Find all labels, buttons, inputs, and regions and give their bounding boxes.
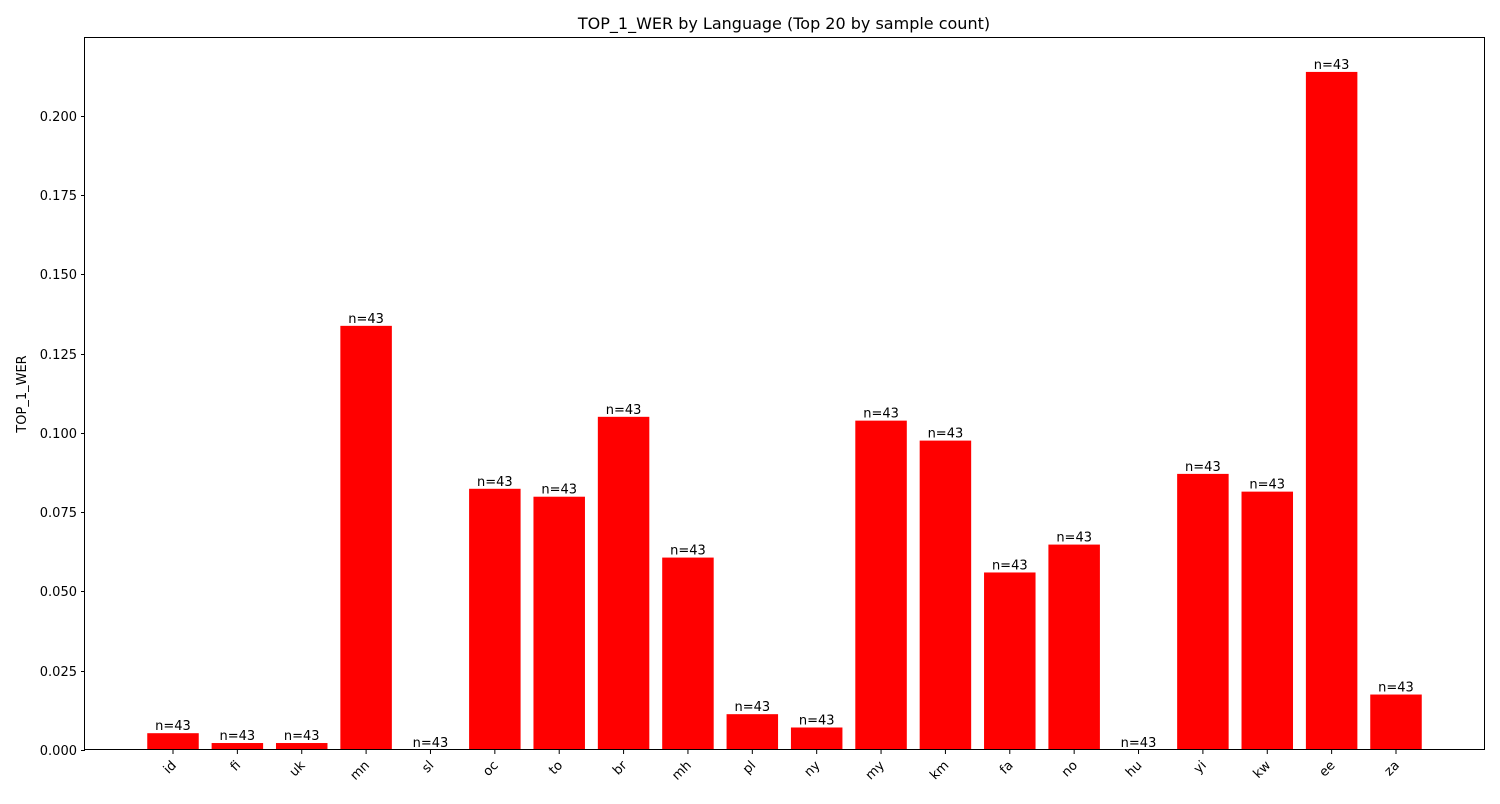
bar-label-fa: n=43	[992, 558, 1028, 573]
x-tick-label-pl: pl	[740, 758, 759, 777]
y-tick-label: 0.150	[40, 268, 77, 283]
x-axis-ticks: id fi uk mn sl oc to br mh pl ny my km fa no hu yi kw ee za	[161, 750, 1403, 784]
bar-label-sl: n=43	[413, 736, 449, 751]
bar-mh	[662, 557, 714, 750]
bar-ee	[1305, 71, 1358, 750]
bar-kw	[1241, 491, 1294, 750]
bar-label-ee: n=43	[1314, 58, 1350, 73]
x-tick-label-br: br	[610, 758, 631, 779]
bar-label-br: n=43	[606, 403, 642, 418]
bar-oc	[469, 488, 521, 750]
bar-br	[597, 416, 650, 750]
bar-fi	[211, 743, 264, 750]
y-tick-label: 0.200	[40, 110, 77, 125]
x-tick-label-my: my	[863, 758, 888, 783]
x-tick-label-to: to	[546, 758, 566, 778]
bar-label-oc: n=43	[477, 475, 513, 490]
bar-labels-group: n=43 n=43 n=43 n=43 n=43 n=43 n=43 n=43 n=43 n=43…	[155, 58, 1414, 751]
x-tick-label-fi: fi	[228, 758, 244, 774]
bar-label-mn: n=43	[348, 312, 384, 327]
y-tick-label: 0.075	[40, 506, 77, 521]
y-axis-label: TOP_1_WER	[15, 355, 30, 433]
x-tick-label-oc: oc	[480, 758, 501, 779]
bar-label-km: n=43	[928, 427, 964, 442]
bar-label-pl: n=43	[734, 700, 770, 715]
plot-frame	[84, 37, 1485, 750]
x-tick-label-mh: mh	[669, 758, 694, 783]
x-tick-label-uk: uk	[287, 758, 309, 780]
x-tick-label-ee: ee	[1317, 758, 1339, 780]
y-tick-label: 0.100	[40, 427, 77, 442]
bar-fa	[984, 572, 1036, 750]
y-tick-label: 0.050	[40, 585, 77, 600]
bar-uk	[275, 743, 328, 750]
bar-yi	[1177, 473, 1229, 750]
bar-label-hu: n=43	[1121, 736, 1157, 751]
bar-id	[147, 733, 199, 750]
bar-label-to: n=43	[541, 483, 577, 498]
bar-km	[919, 440, 972, 750]
bar-mn	[340, 325, 392, 750]
bar-no	[1048, 544, 1100, 750]
bar-label-no: n=43	[1056, 531, 1092, 546]
bar-label-fi: n=43	[220, 729, 256, 744]
bar-label-uk: n=43	[284, 729, 320, 744]
x-tick-label-no: no	[1059, 758, 1081, 780]
x-tick-label-hu: hu	[1123, 758, 1145, 780]
x-tick-label-ny: ny	[802, 758, 824, 780]
x-tick-label-za: za	[1382, 758, 1403, 779]
bar-to	[533, 496, 585, 750]
bar-label-kw: n=43	[1249, 478, 1285, 493]
bar-pl	[726, 714, 779, 750]
bar-za	[1370, 694, 1422, 750]
bar-ny	[790, 727, 843, 750]
x-tick-label-yi: yi	[1191, 758, 1210, 777]
x-tick-label-sl: sl	[419, 758, 437, 776]
bars-group	[147, 71, 1422, 750]
y-tick-label: 0.175	[40, 189, 77, 204]
x-tick-label-mn: mn	[348, 758, 373, 783]
y-tick-label: 0.000	[40, 744, 77, 759]
y-tick-label: 0.125	[40, 348, 77, 363]
x-tick-label-id: id	[161, 758, 180, 777]
bar-label-ny: n=43	[799, 713, 835, 728]
bar-my	[855, 420, 907, 750]
bar-label-yi: n=43	[1185, 460, 1221, 475]
bar-label-mh: n=43	[670, 544, 706, 559]
bar-label-id: n=43	[155, 719, 191, 734]
y-tick-label: 0.025	[40, 665, 77, 680]
bar-label-za: n=43	[1378, 681, 1414, 696]
chart-title: TOP_1_WER by Language (Top 20 by sample …	[577, 14, 990, 34]
bar-label-my: n=43	[863, 407, 899, 422]
x-tick-label-kw: kw	[1251, 758, 1275, 782]
x-tick-label-km: km	[927, 758, 952, 783]
y-axis-ticks: 0.000 0.025 0.050 0.075 0.100 0.125 0.150 0.175…	[40, 110, 85, 759]
x-tick-label-fa: fa	[997, 758, 1016, 777]
